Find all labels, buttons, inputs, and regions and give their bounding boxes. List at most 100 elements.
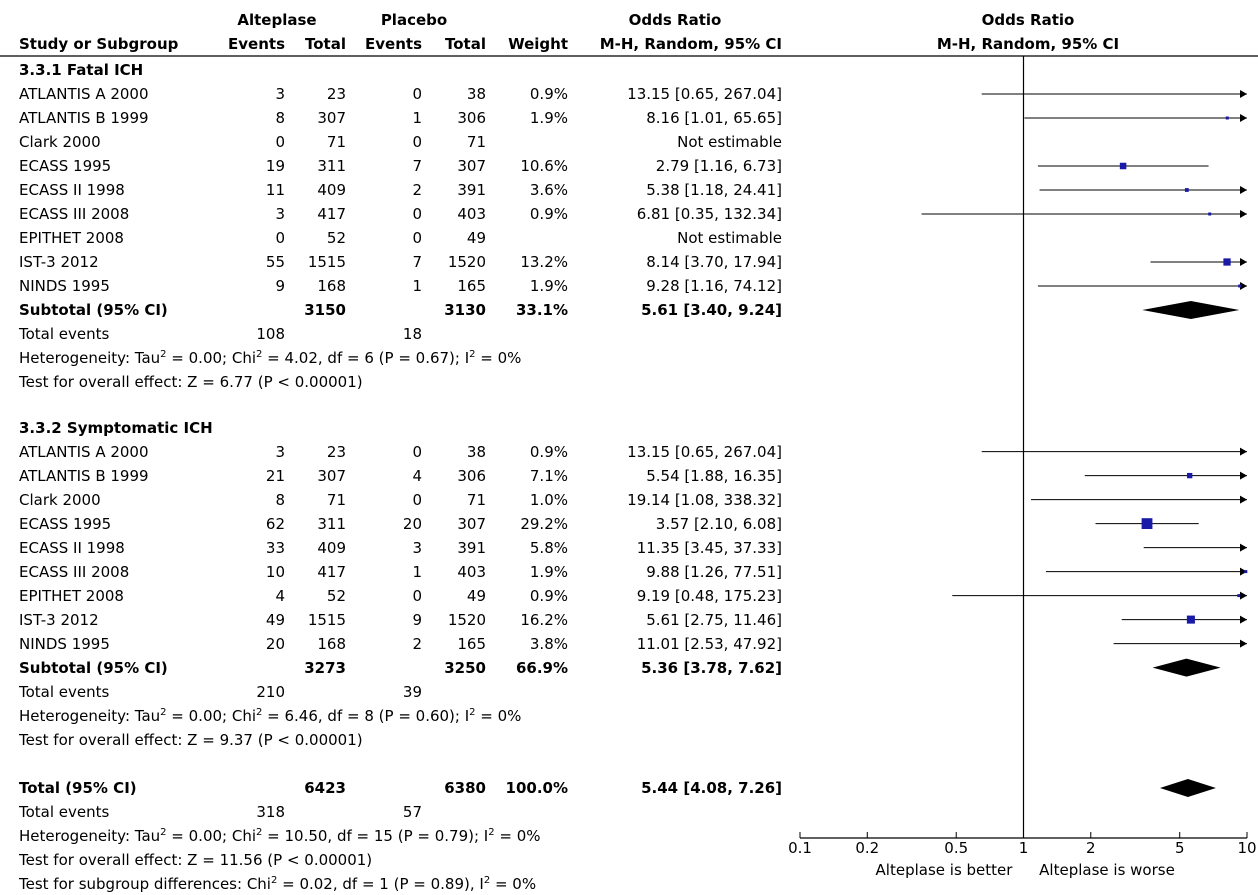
- events1: 8: [275, 109, 285, 127]
- total1: 307: [317, 109, 346, 127]
- subtotal-total2: 3130: [444, 301, 486, 319]
- weight: 1.9%: [529, 109, 568, 127]
- col-events2: Events: [365, 35, 422, 53]
- study-square: [1237, 594, 1241, 598]
- x-tick-label: 0.1: [788, 839, 812, 857]
- total2: 1520: [447, 253, 486, 271]
- weight: 0.9%: [529, 586, 568, 605]
- odds-ratio-ci: Not estimable: [677, 133, 782, 151]
- ci-arrow-right: [1240, 591, 1247, 600]
- events1: 4: [275, 586, 285, 605]
- study-name: ATLANTIS A 2000: [19, 85, 149, 103]
- total2: 1520: [447, 610, 486, 629]
- total-events1: 210: [256, 682, 285, 701]
- x-tick-label: 5: [1174, 839, 1185, 857]
- study-name: ECASS III 2008: [19, 562, 130, 581]
- odds-ratio-ci: 11.01 [2.53, 47.92]: [636, 634, 782, 653]
- study-name: ATLANTIS A 2000: [19, 442, 149, 461]
- ci-arrow-right: [1240, 210, 1247, 218]
- total1: 1515: [307, 253, 346, 271]
- total2: 403: [457, 562, 486, 581]
- total2: 306: [457, 109, 486, 127]
- plot-title: Odds Ratio: [981, 11, 1075, 29]
- ci-arrow-right: [1240, 567, 1247, 576]
- total-events-label: Total events: [19, 682, 110, 701]
- weight: 1.9%: [529, 562, 568, 581]
- events1: 9: [275, 277, 285, 295]
- events2: 0: [412, 490, 422, 509]
- events1: 21: [265, 466, 285, 485]
- total2: 38: [466, 85, 486, 103]
- study-square: [1238, 284, 1242, 288]
- events2: 2: [412, 181, 422, 199]
- total-events2: 57: [402, 803, 422, 821]
- events1: 49: [265, 610, 285, 629]
- events1: 62: [265, 514, 285, 533]
- total-events-label: Total events: [19, 803, 110, 821]
- study-name: ECASS 1995: [19, 514, 112, 533]
- subtotal-total2: 3250: [444, 658, 486, 677]
- study-square: [1223, 258, 1231, 266]
- plot-method: M-H, Random, 95% CI: [936, 35, 1120, 53]
- events2: 7: [412, 253, 422, 271]
- events1: 19: [265, 157, 285, 175]
- odds-ratio-ci: 3.57 [2.10, 6.08]: [655, 514, 782, 533]
- total1: 52: [326, 229, 346, 247]
- weight: 1.9%: [529, 277, 568, 295]
- study-square: [1184, 188, 1189, 192]
- subtotal-weight: 66.9%: [515, 658, 568, 677]
- events2: 0: [412, 85, 422, 103]
- total1: 52: [326, 586, 346, 605]
- events2: 4: [412, 466, 422, 485]
- odds-ratio-ci: 2.79 [1.16, 6.73]: [655, 157, 782, 175]
- weight: 3.6%: [529, 181, 568, 199]
- total-events1: 108: [256, 325, 285, 343]
- odds-ratio-ci: Not estimable: [677, 229, 782, 247]
- total2: 38: [466, 442, 486, 461]
- subtotal-label: Subtotal (95% CI): [19, 658, 168, 677]
- events2: 1: [412, 277, 422, 295]
- subgroup-differences: Test for subgroup differences: Chi2 = 0.…: [19, 875, 537, 893]
- study-name: IST-3 2012: [19, 253, 99, 271]
- heterogeneity: Heterogeneity: Tau2 = 0.00; Chi2 = 6.46,…: [19, 706, 522, 725]
- events1: 33: [265, 538, 285, 557]
- events2: 9: [412, 610, 422, 629]
- odds-ratio-ci: 5.38 [1.18, 24.41]: [646, 181, 782, 199]
- weight: 0.9%: [529, 442, 568, 461]
- total-events1: 318: [256, 803, 285, 821]
- events2: 1: [412, 109, 422, 127]
- weight: 29.2%: [520, 514, 568, 533]
- study-name: ATLANTIS B 1999: [19, 109, 149, 127]
- total2: 165: [457, 277, 486, 295]
- events2: 20: [402, 514, 422, 533]
- ci-arrow-right: [1240, 258, 1247, 266]
- weight: 0.9%: [529, 205, 568, 223]
- odds-ratio-ci: 9.88 [1.26, 77.51]: [646, 562, 782, 581]
- events1: 3: [275, 205, 285, 223]
- events2: 0: [412, 205, 422, 223]
- study-name: ECASS II 1998: [19, 181, 125, 199]
- subtotal-total1: 3273: [304, 658, 346, 677]
- events2: 0: [412, 586, 422, 605]
- total-heterogeneity: Heterogeneity: Tau2 = 0.00; Chi2 = 10.50…: [19, 827, 541, 845]
- events1: 55: [265, 253, 285, 271]
- odds-ratio-ci: 8.14 [3.70, 17.94]: [646, 253, 782, 271]
- total2: 403: [457, 205, 486, 223]
- odds-ratio-ci: 6.81 [0.35, 132.34]: [636, 205, 782, 223]
- total-total1: 6423: [304, 779, 346, 797]
- subtotal-total1: 3150: [304, 301, 346, 319]
- x-tick-label: 2: [1085, 839, 1096, 857]
- study-square: [1141, 518, 1153, 530]
- total2: 49: [466, 229, 486, 247]
- total-label: Total (95% CI): [19, 779, 137, 797]
- odds-ratio-ci: 5.61 [2.75, 11.46]: [646, 610, 782, 629]
- events1: 3: [275, 442, 285, 461]
- x-tick-label: 0.2: [855, 839, 880, 857]
- ci-arrow-right: [1240, 543, 1247, 552]
- events2: 0: [412, 442, 422, 461]
- total1: 23: [326, 442, 346, 461]
- favours-left: Alteplase is better: [875, 861, 1013, 879]
- total2: 306: [457, 466, 486, 485]
- weight: 7.1%: [529, 466, 568, 485]
